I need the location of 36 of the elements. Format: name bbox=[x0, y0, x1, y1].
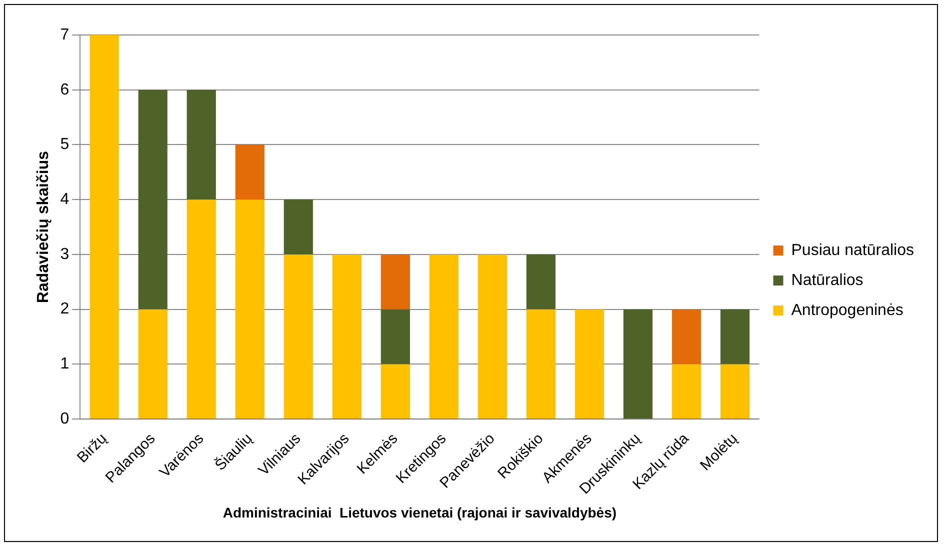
bar bbox=[720, 309, 750, 364]
y-tick-label: 5 bbox=[60, 136, 70, 154]
bar bbox=[90, 35, 119, 419]
legend-label: Pusiau natūralios bbox=[791, 242, 914, 259]
legend-label: Antropogeninės bbox=[791, 302, 904, 319]
legend-label: Natūralios bbox=[791, 272, 864, 289]
bar bbox=[186, 90, 216, 200]
y-tick-label: 1 bbox=[60, 356, 70, 373]
bar bbox=[526, 309, 556, 419]
bar bbox=[138, 90, 168, 310]
bar bbox=[332, 254, 362, 419]
y-tick-label: 7 bbox=[60, 26, 70, 44]
bar bbox=[186, 200, 216, 419]
bar bbox=[380, 364, 410, 419]
y-tick-label: 3 bbox=[60, 246, 70, 263]
y-tick-label: 6 bbox=[60, 81, 70, 98]
y-tick-label: 2 bbox=[60, 300, 70, 318]
bar bbox=[235, 144, 264, 200]
y-tick-label: 0 bbox=[60, 410, 70, 428]
bar bbox=[138, 309, 168, 419]
bar bbox=[429, 254, 458, 419]
bar bbox=[720, 364, 750, 419]
bar bbox=[672, 309, 702, 364]
bar bbox=[380, 309, 410, 364]
bar bbox=[623, 309, 653, 419]
bar bbox=[380, 254, 410, 310]
bar bbox=[526, 254, 556, 310]
bar bbox=[478, 254, 507, 419]
bar bbox=[574, 309, 604, 419]
bar bbox=[284, 254, 313, 419]
x-axis-title: Administraciniai Lietuvos vienetai (rajonai ir savivaldybės) bbox=[222, 504, 617, 520]
y-axis-title: Radaviečių skaičius bbox=[35, 150, 52, 304]
bar bbox=[672, 364, 702, 419]
y-tick-label: 4 bbox=[60, 191, 70, 208]
bar bbox=[235, 200, 264, 419]
bar bbox=[284, 200, 313, 254]
